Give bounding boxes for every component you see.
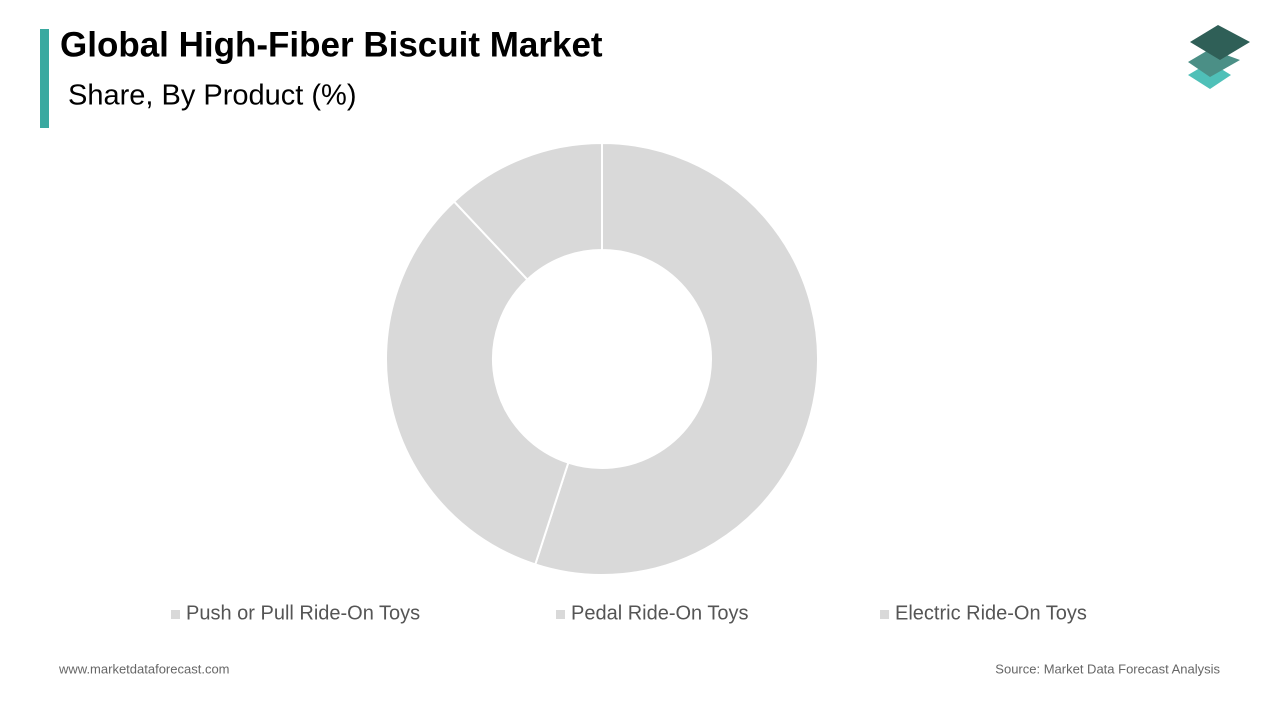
donut-slice (385, 200, 570, 566)
chart-subtitle: Share, By Product (%) (68, 80, 357, 112)
title-accent (40, 29, 49, 128)
source: Source: Market Data Forecast Analysis (995, 661, 1220, 676)
legend-label: Push or Pull Ride-On Toys (186, 602, 420, 624)
donut-slice (452, 141, 603, 281)
logo (1188, 25, 1250, 89)
legend-label: Electric Ride-On Toys (895, 602, 1087, 624)
donut-slice (533, 141, 819, 576)
legend-marker (556, 610, 565, 619)
legend-marker (880, 610, 889, 619)
legend-marker (171, 610, 180, 619)
website: www.marketdataforecast.com (58, 661, 230, 676)
legend-label: Pedal Ride-On Toys (571, 602, 749, 624)
logo-layer (1188, 49, 1240, 77)
logo-layer (1190, 25, 1250, 60)
chart-title: Global High-Fiber Biscuit Market (60, 25, 603, 64)
